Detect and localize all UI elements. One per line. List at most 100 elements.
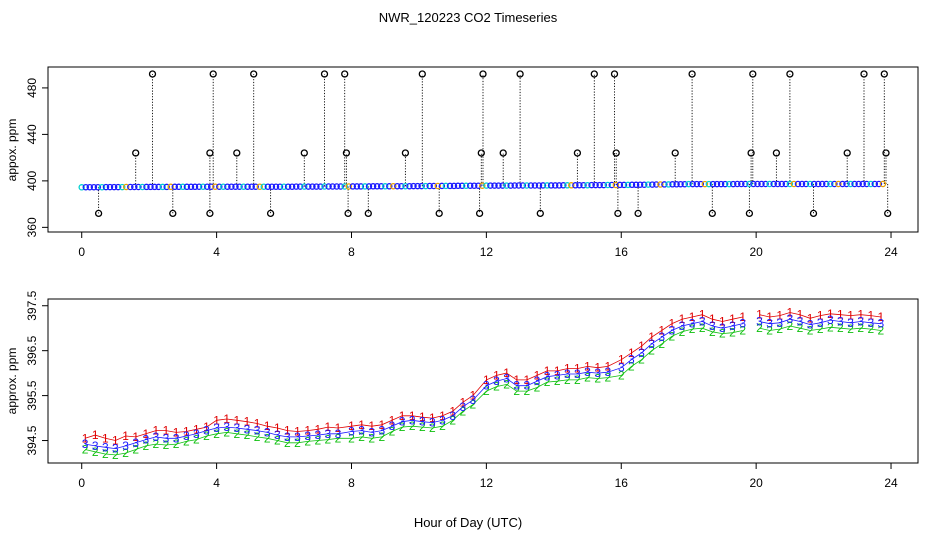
series-3-point: 3 [335, 427, 342, 441]
bottom-x-tick-label: 12 [480, 476, 494, 490]
top-baseline-point [414, 182, 421, 190]
top-outlier-point [342, 149, 351, 157]
top-baseline-point [135, 183, 142, 191]
series-1-point: 1 [264, 419, 271, 433]
series-1-point: 1 [284, 424, 291, 438]
top-outlier-point [634, 209, 642, 218]
top-y-tick-label: 360 [25, 217, 39, 237]
top-baseline-point [823, 180, 830, 188]
series-3-point: 3 [122, 439, 129, 453]
top-baseline-point [851, 180, 858, 188]
series-1-point: 1 [122, 429, 129, 443]
top-baseline-point [831, 180, 838, 188]
series-2-point: 2 [679, 325, 686, 339]
series-1-point: 1 [254, 417, 261, 431]
top-baseline-point [584, 181, 591, 189]
top-baseline-point [458, 182, 466, 190]
series-3-point: 3 [756, 315, 763, 329]
series-3-point: 3 [92, 439, 99, 453]
top-baseline-point [867, 180, 875, 188]
series-1-point: 1 [554, 364, 561, 378]
series-1-point: 1 [513, 373, 520, 387]
series-3-point: 3 [429, 416, 436, 430]
top-baseline-point [685, 180, 692, 188]
series-3-point: 3 [513, 379, 520, 393]
top-baseline-point [835, 180, 842, 188]
top-baseline-point [770, 180, 777, 188]
top-baseline-point [272, 183, 280, 190]
top-baseline-point [159, 183, 166, 191]
series-1-point: 1 [409, 409, 416, 423]
series-1-point: 1 [325, 420, 332, 434]
top-baseline-point [86, 183, 94, 191]
series-2-point: 2 [213, 427, 220, 441]
top-baseline-point [381, 183, 389, 190]
top-baseline-point [256, 183, 264, 190]
series-1-point: 1 [449, 404, 456, 418]
top-outlier-point [614, 209, 622, 218]
top-baseline-point [539, 182, 547, 189]
top-baseline-point [442, 182, 450, 190]
top-baseline-point [155, 183, 162, 191]
top-baseline-point [183, 183, 191, 191]
series-1-point: 1 [223, 412, 230, 426]
top-baseline-point [713, 180, 721, 188]
series-1-point: 1 [679, 312, 686, 326]
series-3-point: 3 [183, 429, 190, 443]
series-3-point: 3 [274, 428, 281, 442]
series-2-point: 2 [554, 374, 561, 388]
series-3-point: 3 [142, 433, 149, 447]
top-outlier-point [475, 209, 484, 218]
top-baseline-point [725, 180, 733, 188]
top-baseline-point [572, 182, 579, 189]
top-baseline-point [628, 181, 636, 189]
series-3-point: 3 [213, 421, 220, 435]
series-1-point: 1 [348, 419, 355, 433]
top-baseline-point [596, 181, 603, 189]
series-2-point: 2 [449, 413, 456, 427]
series-2-point: 2 [274, 434, 281, 448]
top-baseline-point [507, 182, 514, 189]
series-2-point: 2 [867, 322, 874, 336]
series-2-point: 2 [628, 359, 635, 373]
top-outlier-point [610, 70, 619, 78]
top-outlier-point [364, 209, 372, 218]
top-baseline-point [199, 183, 207, 190]
top-baseline-point [106, 183, 114, 191]
top-baseline-point [240, 183, 247, 190]
series-1-point: 1 [584, 359, 591, 373]
top-baseline-point [353, 183, 361, 190]
series-3-point: 3 [483, 379, 490, 393]
top-baseline-point [673, 181, 680, 188]
series-1-point: 1 [878, 310, 885, 324]
series-3-line [759, 318, 881, 326]
series-2-line [759, 325, 881, 331]
series-3-point: 3 [719, 321, 726, 335]
top-outlier-point [209, 70, 217, 78]
series-1-point: 1 [459, 395, 466, 409]
series-3-point: 3 [203, 424, 210, 438]
series-1-point: 1 [213, 413, 220, 427]
series-3-point: 3 [739, 317, 746, 331]
series-3-point: 3 [112, 442, 119, 456]
top-x-tick-label: 16 [615, 245, 629, 259]
bottom-y-tick-label: 395.5 [25, 380, 39, 410]
series-2-point: 2 [223, 425, 230, 439]
series-2-point: 2 [314, 434, 321, 448]
series-3-point: 3 [658, 330, 665, 344]
top-baseline-point [434, 182, 442, 190]
series-2-point: 2 [183, 434, 190, 448]
top-baseline-point [814, 180, 822, 188]
top-outlier-point [749, 70, 757, 78]
series-2-point: 2 [658, 337, 665, 351]
series-3-point: 3 [82, 437, 89, 451]
top-baseline-point [236, 183, 243, 190]
series-3-line [85, 321, 743, 450]
top-outlier-point [233, 149, 241, 157]
series-3-point: 3 [193, 427, 200, 441]
series-3-point: 3 [523, 379, 530, 393]
series-1-point: 1 [503, 366, 510, 380]
top-outlier-point [745, 209, 754, 218]
series-2-point: 2 [459, 404, 466, 418]
top-baseline-point [212, 183, 219, 190]
